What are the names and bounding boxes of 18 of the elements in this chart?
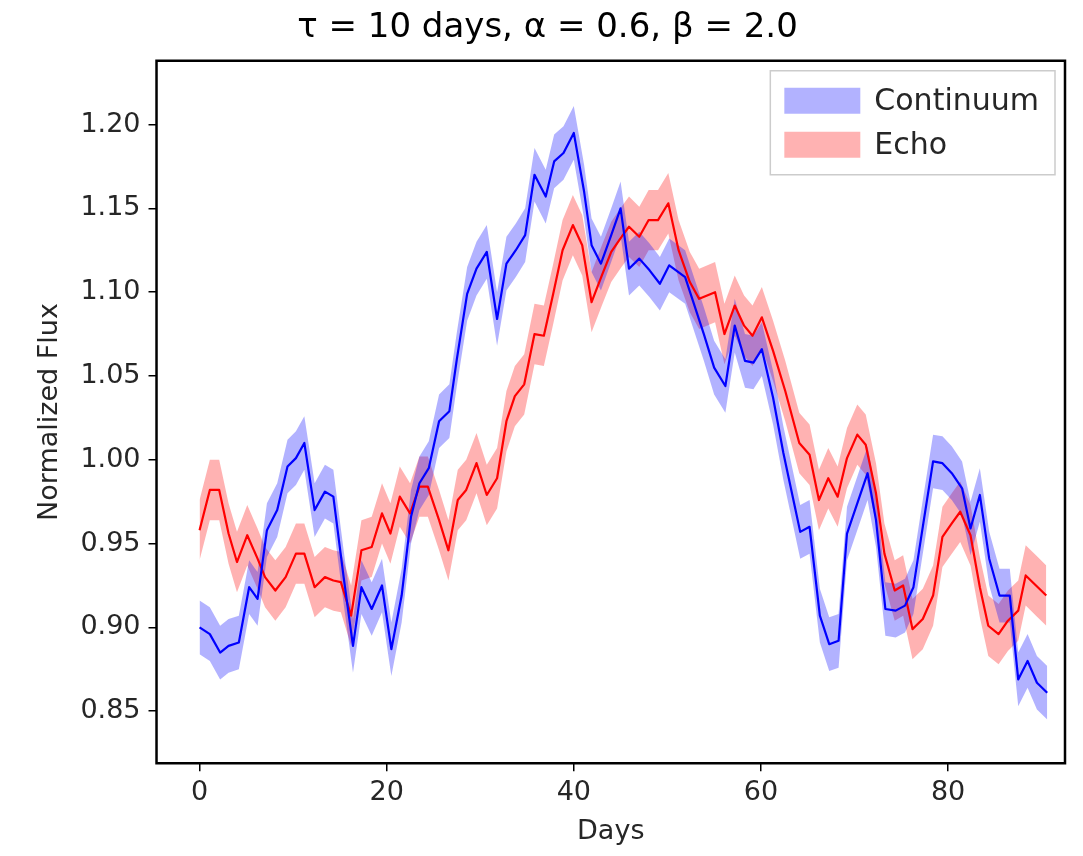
legend-label: Continuum: [874, 81, 1040, 117]
y-tick-label: 1.15: [80, 190, 141, 222]
y-tick-label: 0.85: [80, 693, 141, 725]
y-axis-title: Normalized Flux: [32, 303, 64, 521]
chart-title: τ = 10 days, α = 0.6, β = 2.0: [297, 5, 798, 46]
y-tick-label: 1.00: [80, 441, 141, 473]
x-tick-label: 60: [743, 775, 779, 807]
y-tick-label: 0.95: [80, 525, 141, 557]
x-tick-label: 80: [930, 775, 966, 807]
y-tick-label: 0.90: [80, 609, 141, 641]
y-tick-label: 1.10: [80, 274, 141, 306]
legend-label: Echo: [874, 125, 948, 161]
x-axis-title: Days: [577, 813, 645, 845]
y-tick-label: 1.05: [80, 357, 141, 389]
x-tick-label: 0: [190, 775, 209, 807]
y-tick-label: 1.20: [80, 106, 141, 138]
x-tick-label: 40: [556, 775, 591, 807]
x-tick-label: 20: [369, 775, 404, 807]
